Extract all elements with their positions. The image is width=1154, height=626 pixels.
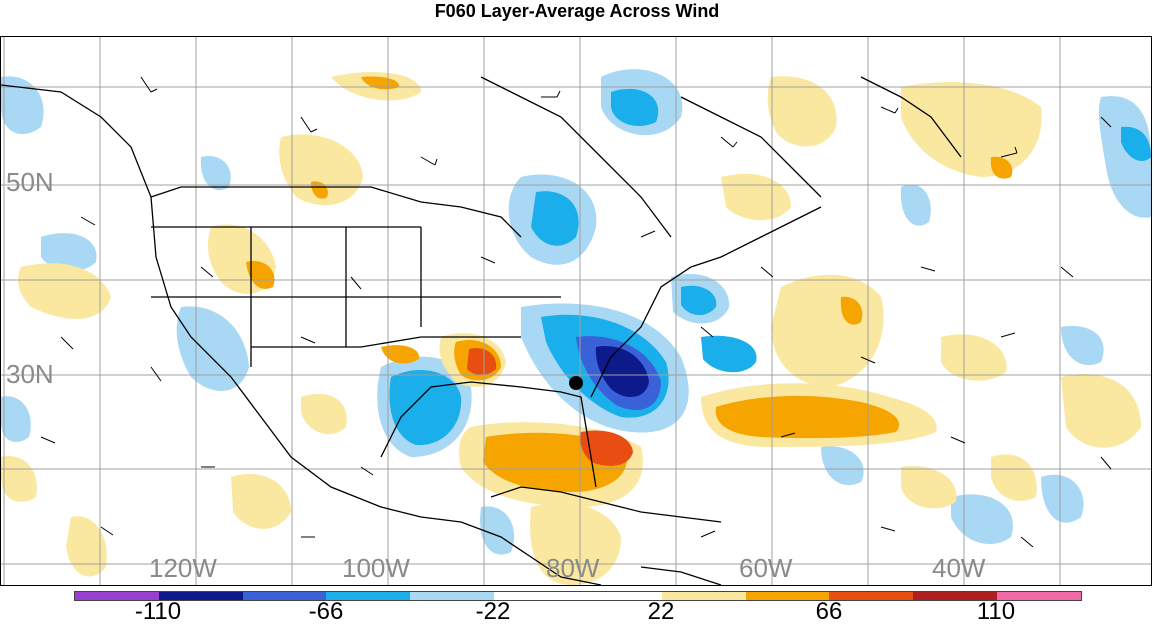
anomaly-shading — [1, 69, 1151, 585]
colorbar-swatch — [494, 592, 578, 600]
colorbar-label: 110 — [976, 598, 1016, 625]
colorbar-label: -110 — [134, 598, 182, 625]
lon-label-120w: 120W — [149, 553, 217, 583]
colorbar-swatch — [158, 592, 243, 600]
wind-barbs — [40, 76, 1112, 548]
lat-label-50n: 50N — [6, 167, 54, 197]
colorbar-swatch — [997, 592, 1081, 600]
storm-center-marker — [569, 376, 583, 390]
colorbar-label: -22 — [475, 598, 511, 625]
colorbar — [74, 591, 1082, 601]
coastlines — [1, 76, 962, 585]
lon-label-80w: 80W — [546, 553, 600, 583]
lon-label-40w: 40W — [932, 553, 986, 583]
colorbar-label: 66 — [815, 598, 843, 625]
lon-label-60w: 60W — [739, 553, 793, 583]
map-panel — [0, 36, 1152, 586]
colorbar-swatch — [745, 592, 830, 600]
colorbar-label: -66 — [308, 598, 344, 625]
colorbar-swatch — [242, 592, 327, 600]
colorbar-swatch — [326, 592, 411, 600]
colorbar-swatch — [410, 592, 495, 600]
colorbar-swatch — [75, 592, 159, 600]
colorbar-swatch — [577, 592, 662, 600]
colorbar-swatch — [829, 592, 914, 600]
lat-lon-grid — [1, 37, 1151, 585]
lon-label-100w: 100W — [342, 553, 410, 583]
map-title: F060 Layer-Average Across Wind — [434, 1, 720, 21]
lat-label-30n: 30N — [6, 359, 54, 389]
weather-map — [1, 37, 1151, 585]
colorbar-swatch — [913, 592, 998, 600]
colorbar-label: 22 — [647, 598, 675, 625]
colorbar-swatch — [661, 592, 746, 600]
